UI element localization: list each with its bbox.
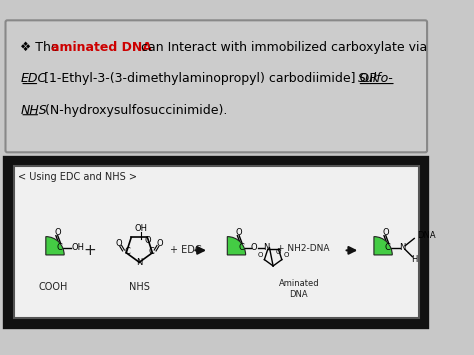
Text: H: H [411, 255, 418, 264]
FancyBboxPatch shape [7, 160, 425, 324]
Text: ❖ The: ❖ The [20, 41, 63, 54]
Text: O: O [383, 228, 389, 236]
Text: O: O [276, 249, 281, 255]
Text: [1-Ethyl-3-(3-dimethylaminopropyl) carbodiimide] OR: [1-Ethyl-3-(3-dimethylaminopropyl) carbo… [40, 72, 383, 86]
Text: N: N [399, 243, 406, 252]
Text: C: C [56, 243, 63, 252]
Text: OH: OH [72, 243, 84, 252]
Text: can Interact with immobilized carboxylate via: can Interact with immobilized carboxylat… [137, 41, 428, 54]
Text: < Using EDC and NHS >: < Using EDC and NHS > [18, 173, 137, 182]
Text: +: + [83, 243, 96, 258]
Wedge shape [46, 237, 64, 255]
Wedge shape [228, 237, 246, 255]
Text: Sulfo-: Sulfo- [357, 72, 393, 86]
Text: aminated DNA: aminated DNA [51, 41, 152, 54]
Text: DNA: DNA [417, 231, 436, 240]
Text: COOH: COOH [38, 283, 68, 293]
Text: + NH2-DNA: + NH2-DNA [277, 244, 329, 253]
Text: O: O [236, 228, 243, 236]
Text: O: O [55, 228, 61, 236]
Text: O: O [284, 252, 289, 258]
Text: + EDC: + EDC [170, 245, 201, 255]
FancyBboxPatch shape [14, 166, 419, 318]
Text: O: O [251, 243, 257, 252]
FancyBboxPatch shape [6, 20, 427, 152]
Text: EDC: EDC [20, 72, 46, 86]
Text: C: C [238, 243, 244, 252]
Text: O: O [257, 252, 263, 258]
Text: OH: OH [135, 224, 147, 233]
Text: O: O [144, 236, 151, 245]
Text: O: O [116, 239, 122, 248]
Wedge shape [374, 237, 392, 255]
Text: Aminated
DNA: Aminated DNA [278, 279, 319, 299]
Text: NHS: NHS [129, 283, 150, 293]
Text: O: O [156, 239, 163, 248]
Text: N: N [264, 243, 270, 252]
Text: C: C [385, 243, 391, 252]
Text: C: C [124, 247, 130, 256]
Text: NHS: NHS [20, 104, 47, 117]
Text: (N-hydroxysulfosuccinimide).: (N-hydroxysulfosuccinimide). [41, 104, 228, 117]
Text: N: N [136, 258, 143, 267]
Text: C: C [148, 247, 155, 256]
